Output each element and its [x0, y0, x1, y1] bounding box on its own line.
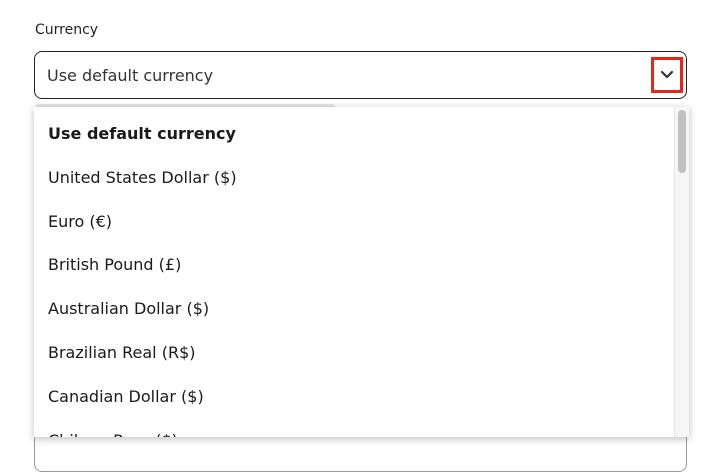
option[interactable]: Canadian Dollar ($) [48, 386, 204, 406]
option[interactable]: United States Dollar ($) [48, 167, 237, 187]
option[interactable]: Euro (€) [48, 211, 113, 231]
next-field[interactable] [34, 432, 687, 472]
scroll-thumb[interactable] [678, 110, 686, 173]
option[interactable]: Chilean Peso ($) [48, 431, 178, 437]
dropdown-list: Chilean Peso ($) Canadian Dollar ($) Brazi… [34, 107, 689, 437]
chevron-icon [660, 70, 674, 79]
scrollbar[interactable] [674, 107, 689, 437]
field-label: Currency [35, 22, 99, 38]
option[interactable]: British Pound (£) [48, 255, 182, 275]
option[interactable]: Australian Dollar ($) [48, 299, 210, 319]
dropdown-toggle[interactable] [651, 57, 683, 93]
currency-select[interactable]: Use default currency [34, 51, 687, 99]
option[interactable]: Use default currency [48, 124, 236, 143]
option[interactable]: Brazilian Real (R$) [48, 343, 196, 362]
select-value: Use default currency [47, 66, 214, 85]
